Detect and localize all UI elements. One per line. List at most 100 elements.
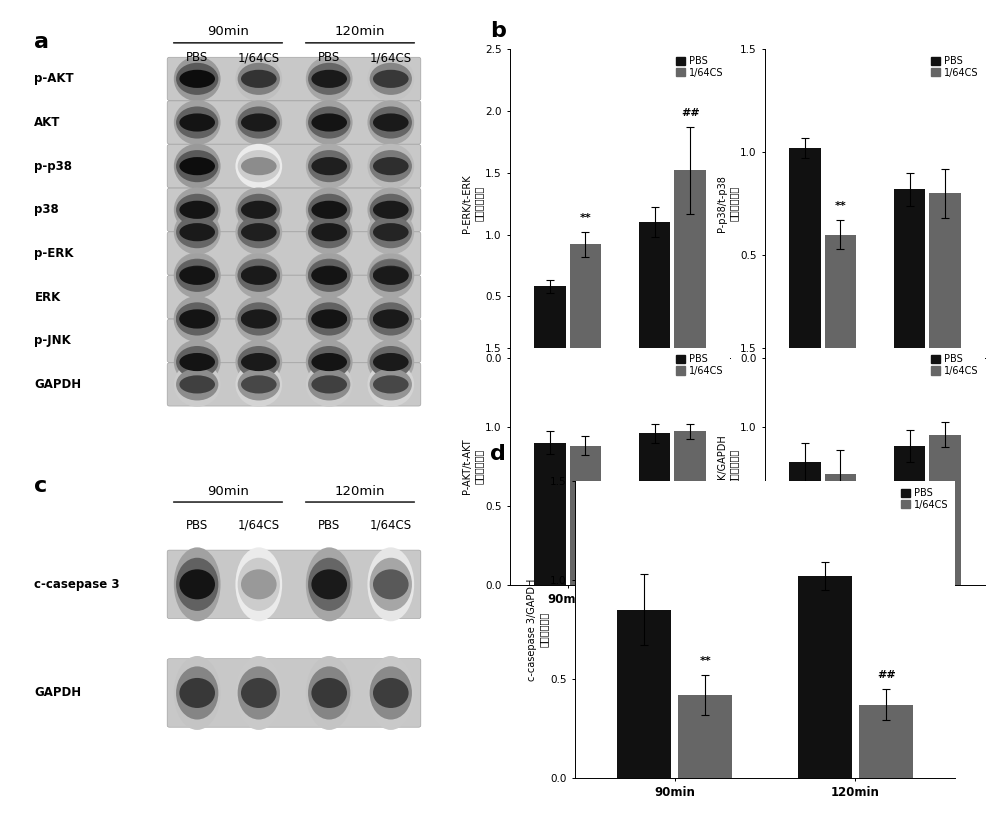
FancyBboxPatch shape: [167, 58, 421, 100]
Ellipse shape: [306, 362, 353, 407]
Text: PBS: PBS: [318, 51, 340, 64]
Ellipse shape: [308, 667, 350, 719]
Ellipse shape: [238, 260, 280, 292]
Ellipse shape: [373, 570, 409, 599]
Ellipse shape: [306, 188, 353, 232]
Ellipse shape: [306, 57, 353, 101]
Ellipse shape: [370, 260, 412, 292]
Ellipse shape: [176, 667, 218, 719]
Ellipse shape: [235, 100, 282, 145]
Ellipse shape: [235, 362, 282, 407]
Ellipse shape: [235, 253, 282, 297]
Ellipse shape: [367, 253, 414, 298]
Ellipse shape: [241, 570, 277, 599]
Text: p-JNK: p-JNK: [34, 334, 71, 347]
Bar: [678, 695, 732, 778]
Ellipse shape: [373, 223, 409, 241]
Ellipse shape: [238, 106, 280, 138]
Ellipse shape: [370, 150, 412, 182]
Ellipse shape: [241, 223, 277, 241]
Ellipse shape: [238, 304, 280, 336]
Ellipse shape: [238, 193, 280, 226]
Legend: PBS, 1/64CS: PBS, 1/64CS: [899, 486, 950, 512]
Text: 1/64CS: 1/64CS: [370, 51, 412, 64]
Ellipse shape: [241, 266, 277, 284]
Ellipse shape: [235, 210, 282, 254]
Ellipse shape: [308, 193, 350, 226]
Ellipse shape: [241, 375, 277, 393]
Ellipse shape: [367, 297, 414, 342]
Ellipse shape: [367, 57, 414, 101]
FancyBboxPatch shape: [167, 145, 421, 188]
FancyBboxPatch shape: [167, 363, 421, 406]
Ellipse shape: [235, 144, 282, 188]
Ellipse shape: [174, 100, 221, 145]
Text: AKT: AKT: [34, 116, 61, 129]
Ellipse shape: [373, 267, 409, 285]
Text: 120min: 120min: [335, 26, 385, 38]
Ellipse shape: [308, 258, 350, 291]
Ellipse shape: [235, 188, 282, 232]
Ellipse shape: [367, 188, 414, 232]
Text: PBS: PBS: [186, 518, 208, 532]
Ellipse shape: [174, 547, 221, 621]
Ellipse shape: [174, 656, 221, 730]
Y-axis label: c-casepase 3/GAPDH
相对基因表达: c-casepase 3/GAPDH 相对基因表达: [527, 579, 549, 681]
Text: ERK: ERK: [34, 291, 61, 304]
Ellipse shape: [176, 258, 218, 291]
Text: **: **: [699, 656, 711, 666]
FancyBboxPatch shape: [167, 188, 421, 231]
Bar: [859, 704, 913, 778]
Ellipse shape: [373, 309, 409, 328]
Ellipse shape: [241, 157, 277, 175]
Ellipse shape: [241, 678, 277, 708]
Y-axis label: P-AKT/t-AKT
相对基因表达: P-AKT/t-AKT 相对基因表达: [462, 439, 484, 494]
Ellipse shape: [308, 260, 350, 292]
Text: 1/64CS: 1/64CS: [370, 518, 412, 532]
Ellipse shape: [308, 150, 350, 182]
Bar: [617, 610, 671, 778]
Ellipse shape: [174, 253, 221, 298]
Ellipse shape: [373, 201, 409, 219]
Text: p38: p38: [34, 203, 59, 216]
Ellipse shape: [308, 63, 350, 95]
Y-axis label: P-p38/t-p38
相对基因表达: P-p38/t-p38 相对基因表达: [717, 175, 739, 232]
Ellipse shape: [311, 309, 347, 328]
Ellipse shape: [179, 678, 215, 708]
Text: PBS: PBS: [318, 518, 340, 532]
Text: p-p38: p-p38: [34, 160, 72, 173]
Ellipse shape: [311, 201, 347, 219]
Text: 120min: 120min: [335, 485, 385, 498]
Ellipse shape: [241, 310, 277, 328]
Ellipse shape: [176, 216, 218, 249]
Ellipse shape: [179, 267, 215, 285]
Text: GAPDH: GAPDH: [34, 378, 82, 391]
FancyBboxPatch shape: [167, 232, 421, 275]
Text: 90min: 90min: [207, 485, 249, 498]
Ellipse shape: [311, 70, 347, 88]
Bar: [825, 235, 856, 358]
Ellipse shape: [174, 57, 221, 101]
Ellipse shape: [238, 302, 280, 334]
Text: ##: ##: [681, 108, 700, 118]
Ellipse shape: [370, 369, 412, 401]
Ellipse shape: [174, 210, 221, 254]
Text: c-casepase 3: c-casepase 3: [34, 578, 120, 591]
Ellipse shape: [176, 369, 218, 401]
Ellipse shape: [235, 656, 282, 730]
Text: a: a: [34, 32, 49, 53]
Bar: [674, 170, 706, 358]
Ellipse shape: [306, 340, 353, 384]
Ellipse shape: [370, 667, 412, 719]
Ellipse shape: [238, 150, 280, 182]
Bar: [929, 435, 961, 585]
Ellipse shape: [174, 296, 221, 341]
Ellipse shape: [311, 114, 347, 132]
Ellipse shape: [241, 70, 277, 88]
Ellipse shape: [370, 558, 412, 611]
Ellipse shape: [306, 296, 353, 341]
Ellipse shape: [306, 144, 353, 188]
Ellipse shape: [311, 267, 347, 285]
Ellipse shape: [179, 375, 215, 393]
Bar: [570, 446, 601, 585]
